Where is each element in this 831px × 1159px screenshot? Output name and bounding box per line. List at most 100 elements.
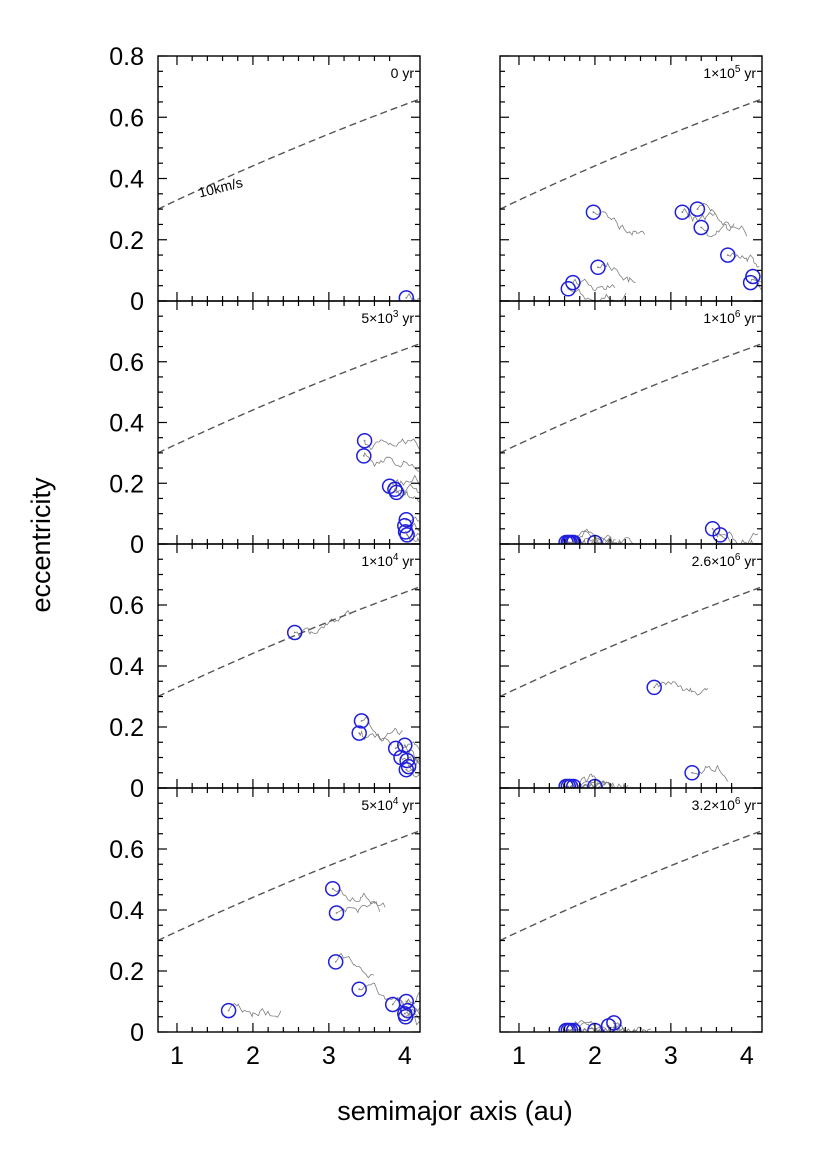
velocity-curve-10kms (158, 586, 420, 698)
x-tick-label: 3 (322, 1042, 336, 1070)
time-label-base: 5×10 (361, 797, 393, 813)
y-tick-label: 0.4 (109, 410, 144, 438)
x-tick-label: 4 (398, 1042, 412, 1070)
y-tick-label: 0.4 (109, 653, 144, 681)
orbit-trail (332, 888, 386, 908)
orbit-trail (359, 982, 412, 1011)
orbit-trail (389, 474, 420, 488)
panel-frame (157, 787, 421, 1033)
body-marker (590, 259, 606, 276)
body-marker (351, 981, 367, 998)
plot-area (158, 586, 420, 778)
y-tick-label: 0.8 (109, 43, 144, 71)
body-dot (592, 211, 595, 214)
orbit-trail (692, 764, 729, 782)
y-tick-label: 0 (130, 1019, 144, 1047)
panel-6: 2.6×106 yr (499, 543, 763, 789)
orbit-trail (697, 202, 735, 228)
orbit-trail (336, 900, 381, 914)
time-label-base: 0 (391, 65, 399, 81)
x-tick-label: 1 (170, 1042, 184, 1070)
velocity-curve-10kms (158, 98, 420, 210)
body-dot (407, 765, 410, 768)
orbit-trail (597, 261, 636, 284)
orbit-trail (681, 207, 716, 223)
time-label-exponent: 4 (393, 552, 399, 563)
body-dot (405, 297, 408, 299)
body-marker (399, 752, 415, 769)
body-marker (356, 448, 372, 464)
body-dot (567, 785, 570, 788)
body-dot (404, 531, 407, 533)
body-dot (227, 1009, 230, 1012)
time-label-exponent: 6 (735, 309, 741, 320)
body-dot (358, 988, 361, 991)
y-tick-label: 0 (130, 775, 144, 803)
orbit-trail (408, 766, 420, 778)
body-dot (696, 208, 699, 211)
y-tick-label: 0.6 (109, 592, 144, 620)
plot-area (500, 343, 762, 544)
orbit-trail (335, 952, 374, 979)
time-label-unit: yr (398, 310, 414, 326)
y-tick-label: 0 (130, 288, 144, 316)
time-label-exponent: 6 (735, 552, 741, 563)
body-marker (398, 511, 415, 528)
orbit-trail (294, 609, 351, 638)
body-marker (400, 758, 417, 775)
body-marker (565, 1022, 582, 1032)
orbit-trail (570, 1019, 612, 1032)
body-marker (286, 624, 303, 641)
time-label: 5×104 yr (361, 796, 414, 813)
body-dot (405, 1000, 408, 1003)
orbit-trail (727, 252, 760, 268)
body-marker (220, 1002, 237, 1019)
body-dot (711, 527, 714, 530)
velocity-curve-10kms (500, 343, 762, 454)
body-dot (719, 534, 722, 536)
orbit-trail (573, 1022, 629, 1032)
y-tick-label: 0.2 (109, 227, 144, 255)
body-marker (720, 247, 736, 263)
body-marker (328, 905, 345, 921)
body-marker (646, 679, 662, 696)
panel-frame (157, 55, 421, 302)
velocity-curve-10kms (158, 830, 420, 942)
panel-0: 0 0.2 0.4 0.6 0.8 0 yr 10km/s (109, 43, 421, 316)
x-tick-label: 2 (246, 1042, 260, 1070)
body-marker (398, 993, 415, 1010)
body-dot (567, 1029, 570, 1032)
orbit-trail (653, 681, 709, 696)
time-label: 1×105 yr (703, 64, 756, 81)
body-marker (606, 1015, 622, 1031)
panel-frame (157, 543, 421, 789)
orbit-trail (593, 211, 646, 236)
body-dot (569, 785, 572, 788)
time-label-base: 2.6×10 (692, 553, 735, 569)
body-marker (324, 880, 341, 897)
body-dot (394, 747, 397, 750)
orbit-trail (358, 729, 392, 746)
body-marker (356, 432, 373, 449)
velocity-curve-10kms (500, 830, 762, 942)
body-marker (397, 518, 413, 534)
panel-7: 1 2 3 4 3.2×106 yr (499, 787, 763, 1070)
orbit-trail (404, 522, 420, 532)
y-tick-label: 0.4 (109, 166, 144, 194)
orbit-trail (228, 1003, 282, 1018)
body-dot (394, 488, 396, 491)
body-marker (565, 534, 582, 544)
body-dot (569, 541, 571, 544)
body-marker (565, 778, 582, 788)
time-label-exponent: 3 (393, 309, 399, 320)
time-label: 3.2×106 yr (692, 796, 757, 813)
time-label-base: 1×10 (703, 65, 735, 81)
plot-area (158, 343, 420, 543)
panel-frame (157, 300, 421, 545)
x-tick-label: 3 (664, 1042, 678, 1070)
panel-2: 0 0.2 0.4 0.6 1×104 yr (109, 543, 421, 803)
y-tick-label: 0.6 (109, 104, 144, 132)
x-tick-label: 1 (512, 1042, 526, 1070)
body-dot (681, 211, 684, 214)
plot-area (500, 586, 762, 788)
